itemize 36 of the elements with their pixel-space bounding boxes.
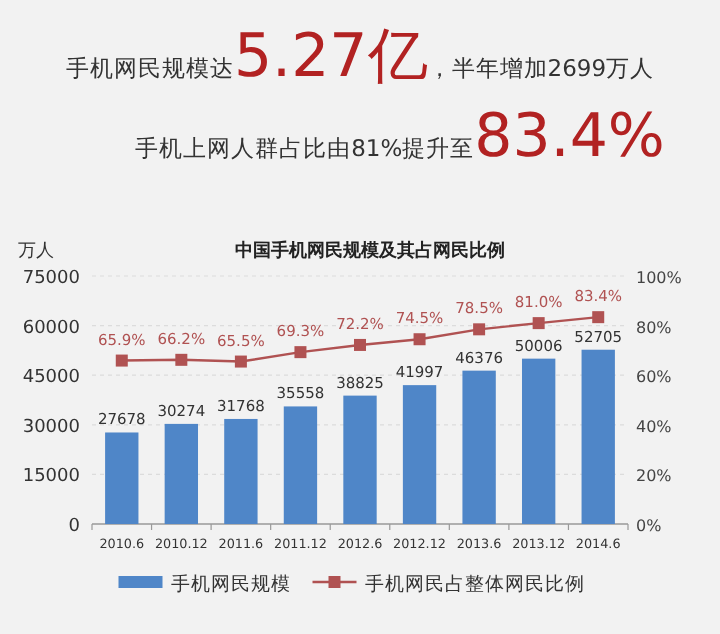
point	[175, 353, 188, 366]
bar	[402, 385, 437, 524]
bar	[164, 423, 199, 524]
y-tick-label: 0	[68, 517, 81, 537]
point	[532, 317, 545, 330]
bar	[462, 370, 496, 524]
bar	[581, 349, 615, 524]
y2-tick-label: 100%	[636, 269, 683, 287]
annotation: 手机网民规模达5.27亿，半年增加2699万人	[65, 22, 655, 92]
legend-label: 手机网民占整体网民比例	[364, 572, 585, 596]
y2-tick-label: 80%	[636, 318, 673, 337]
y2-tick-label: 60%	[636, 368, 673, 387]
y-tick-label: 30000	[22, 417, 81, 438]
point	[413, 333, 426, 346]
y-tick-label: 60000	[22, 318, 81, 339]
bar	[283, 406, 318, 524]
point	[592, 311, 605, 324]
point	[354, 338, 366, 351]
y-tick-label: 15000	[22, 467, 81, 488]
legend-label: 手机网民规模	[170, 572, 291, 596]
bar	[224, 418, 258, 524]
annotation: 手机上网人群占比由81%提升至83.4%	[135, 102, 665, 172]
bar	[105, 432, 139, 524]
chart-title: 中国手机网民规模及其占网民比例	[235, 240, 505, 262]
point	[234, 355, 247, 368]
point	[473, 323, 486, 336]
y2-tick-label: 40%	[636, 417, 673, 436]
point	[294, 346, 307, 359]
point	[115, 354, 128, 367]
bar	[343, 395, 377, 524]
y2-tick-label: 20%	[636, 467, 673, 486]
y2-tick-label: 0%	[636, 517, 663, 535]
y-axis-title: 万人	[18, 240, 54, 262]
bar	[521, 358, 556, 524]
y-tick-label: 45000	[22, 368, 81, 389]
y-tick-label: 75000	[22, 269, 81, 289]
